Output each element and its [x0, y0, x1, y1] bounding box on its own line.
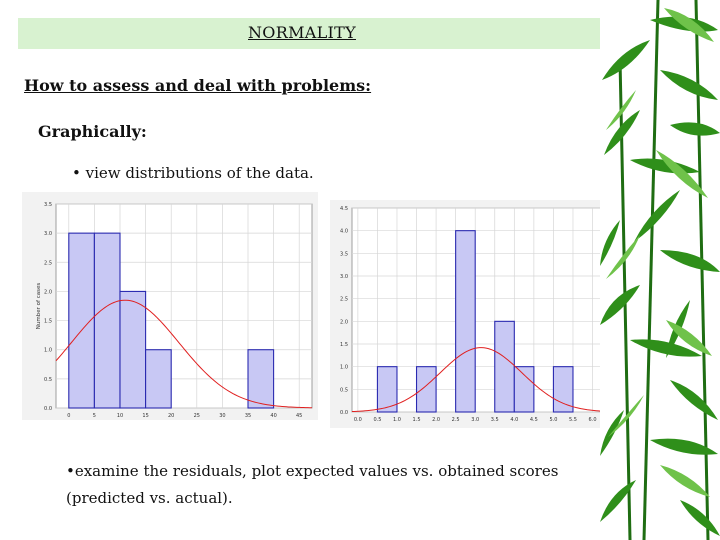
x-tick-label: 5.5 — [569, 417, 577, 423]
y-tick-label: 0.0 — [340, 410, 348, 416]
y-tick-label: 3.0 — [340, 274, 348, 280]
x-tick-label: 3.0 — [471, 417, 479, 423]
histogram-bar — [247, 349, 275, 409]
y-tick-label: 4.0 — [340, 229, 348, 235]
x-tick-label: 5.0 — [549, 417, 557, 423]
x-tick-label: 0 — [67, 413, 70, 419]
x-tick-label: 10 — [117, 413, 123, 419]
histogram-bar — [93, 232, 121, 409]
x-tick-label: 35 — [245, 413, 251, 419]
x-tick-label: 4.0 — [510, 417, 518, 423]
histogram-bar — [513, 366, 535, 413]
y-tick-label: 2.0 — [340, 319, 348, 325]
title-bar: NORMALITY — [18, 18, 606, 49]
slide-title: NORMALITY — [248, 23, 356, 42]
histogram-bar — [376, 366, 398, 413]
bullet-view-distributions: • view distributions of the data. — [72, 164, 314, 182]
x-tick-label: 2.5 — [452, 417, 460, 423]
histogram-bar — [119, 290, 147, 409]
x-tick-label: 0.5 — [373, 417, 381, 423]
x-tick-label: 45 — [296, 413, 302, 419]
y-tick-label: 0.0 — [44, 406, 52, 412]
bamboo-decoration — [600, 0, 720, 540]
x-tick-label: 25 — [194, 413, 200, 419]
histogram-bar — [552, 366, 574, 413]
x-tick-label: 30 — [219, 413, 225, 419]
histogram-bar — [455, 230, 476, 413]
x-tick-label: 20 — [168, 413, 174, 419]
y-tick-label: 0.5 — [44, 377, 52, 383]
y-tick-label: 1.0 — [340, 365, 348, 371]
x-tick-label: 1.5 — [413, 417, 421, 423]
histogram-bar — [494, 320, 515, 413]
x-tick-label: 40 — [270, 413, 276, 419]
slide-heading: How to assess and deal with problems: — [24, 76, 372, 95]
x-tick-label: 5 — [93, 413, 96, 419]
y-tick-label: 3.5 — [340, 251, 348, 257]
y-axis-label: Number of cases — [36, 283, 42, 330]
bullet-examine-residuals: •examine the residuals, plot expected va… — [66, 462, 559, 507]
y-tick-label: 2.5 — [44, 260, 52, 266]
y-tick-label: 0.5 — [340, 387, 348, 393]
y-tick-label: 3.5 — [44, 202, 52, 208]
y-tick-label: 4.5 — [340, 206, 348, 212]
y-tick-label: 2.5 — [340, 297, 348, 303]
normal-curve — [351, 347, 617, 413]
x-tick-label: 4.5 — [530, 417, 538, 423]
histogram-right: 0.0 0.5 1.0 1.5 2.0 2.5 3.0 3.5 4.0 4.5 0.0 0.5 1.0 1… — [330, 200, 622, 428]
y-tick-label: 1.0 — [44, 348, 52, 354]
histogram-left: 0.0 0.5 1.0 1.5 2.0 2.5 3.0 3.5 0 5 10 15 20 25 30 35 40… — [22, 192, 318, 420]
x-tick-label: 1.0 — [393, 417, 401, 423]
histogram-bar — [145, 349, 172, 409]
y-tick-label: 1.5 — [44, 319, 52, 325]
y-tick-label: 2.0 — [44, 289, 52, 295]
histogram-bar — [415, 366, 437, 413]
x-tick-label: 15 — [142, 413, 148, 419]
y-tick-label: 3.0 — [44, 231, 52, 237]
x-tick-label: 3.5 — [491, 417, 499, 423]
x-tick-label: 2.0 — [432, 417, 440, 423]
slide-subheading: Graphically: — [38, 122, 147, 141]
x-tick-label: 0.0 — [354, 417, 362, 423]
y-tick-label: 1.5 — [340, 342, 348, 348]
x-tick-label: 6.0 — [589, 417, 597, 423]
normal-curve — [55, 299, 313, 409]
